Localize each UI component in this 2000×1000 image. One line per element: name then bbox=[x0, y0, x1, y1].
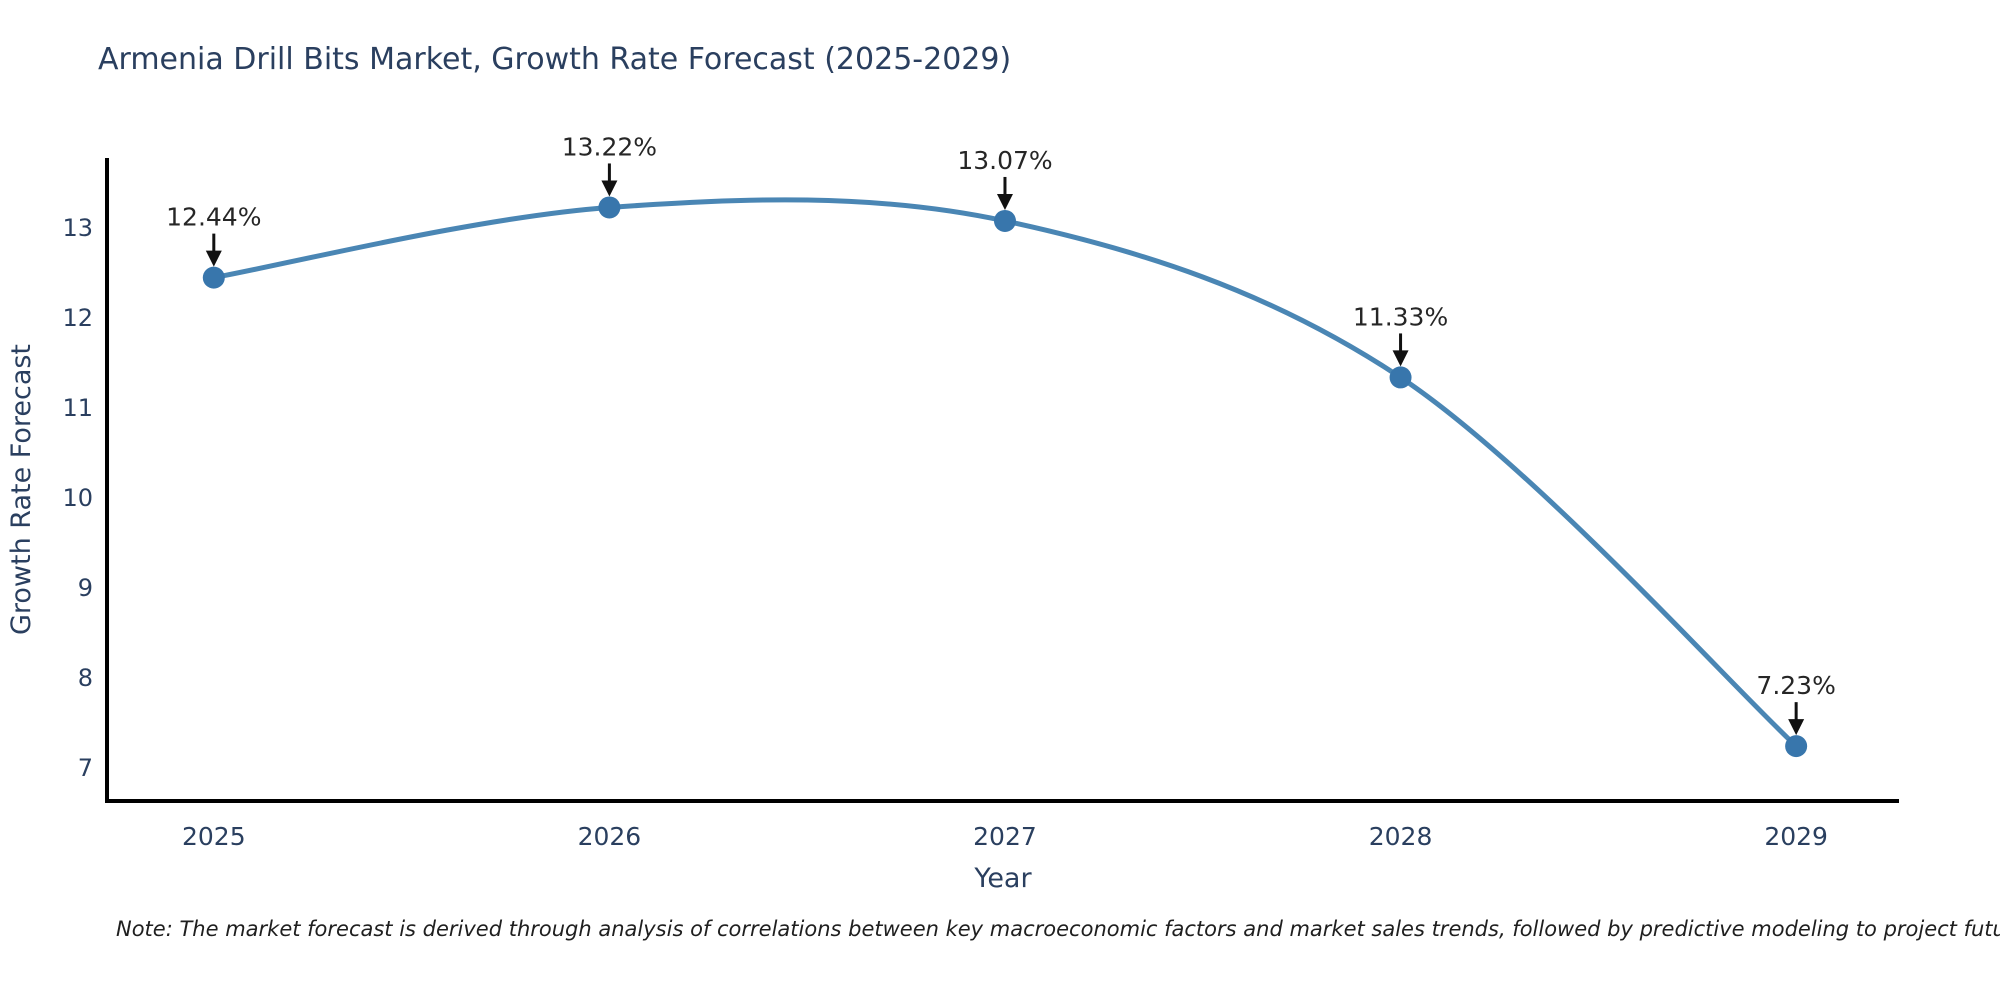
x-tick-2025: 2025 bbox=[182, 822, 246, 851]
annotation-arrow-head bbox=[996, 193, 1013, 210]
data-point-marker-2027 bbox=[993, 209, 1016, 232]
annotation-arrow-head bbox=[1788, 719, 1805, 736]
annotation-arrow-head bbox=[601, 180, 618, 197]
data-point-marker-2028 bbox=[1389, 366, 1412, 389]
data-point-marker-2025 bbox=[202, 266, 225, 289]
trend-line bbox=[211, 197, 1799, 749]
annotation-2027: 13.07% bbox=[957, 146, 1053, 210]
y-tick-8: 8 bbox=[78, 664, 93, 692]
annotation-2026: 13.22% bbox=[562, 132, 657, 197]
annotation-2025: 12.44% bbox=[166, 203, 261, 267]
y-tick-12: 12 bbox=[62, 304, 93, 332]
x-tick-2028: 2028 bbox=[1369, 822, 1433, 851]
chart-title: Armenia Drill Bits Market, Growth Rate F… bbox=[98, 42, 1012, 77]
y-tick-11: 11 bbox=[62, 394, 93, 422]
x-tick-2027: 2027 bbox=[973, 822, 1037, 851]
x-tick-2026: 2026 bbox=[578, 822, 642, 851]
data-label-2029: 7.23% bbox=[1756, 671, 1835, 700]
data-label-2026: 13.22% bbox=[562, 132, 657, 161]
annotation-arrow-head bbox=[205, 250, 222, 267]
annotation-2028: 11.33% bbox=[1353, 302, 1448, 367]
x-tick-2029: 2029 bbox=[1764, 822, 1828, 851]
annotation-2029: 7.23% bbox=[1756, 671, 1836, 736]
data-label-2025: 12.44% bbox=[166, 203, 261, 232]
data-point-marker-2026 bbox=[598, 196, 621, 219]
data-label-2027: 13.07% bbox=[957, 146, 1052, 175]
y-tick-10: 10 bbox=[62, 484, 93, 512]
y-tick-7: 7 bbox=[78, 754, 93, 782]
annotation-arrow-head bbox=[1392, 350, 1409, 367]
footnote: Note: The market forecast is derived thr… bbox=[116, 917, 2000, 941]
y-axis-title: Growth Rate Forecast bbox=[6, 344, 37, 635]
y-tick-9: 9 bbox=[78, 574, 93, 602]
data-label-2028: 11.33% bbox=[1353, 302, 1448, 331]
y-tick-13: 13 bbox=[62, 214, 93, 242]
data-point-marker-2029 bbox=[1785, 735, 1808, 758]
x-axis-title: Year bbox=[973, 863, 1032, 894]
